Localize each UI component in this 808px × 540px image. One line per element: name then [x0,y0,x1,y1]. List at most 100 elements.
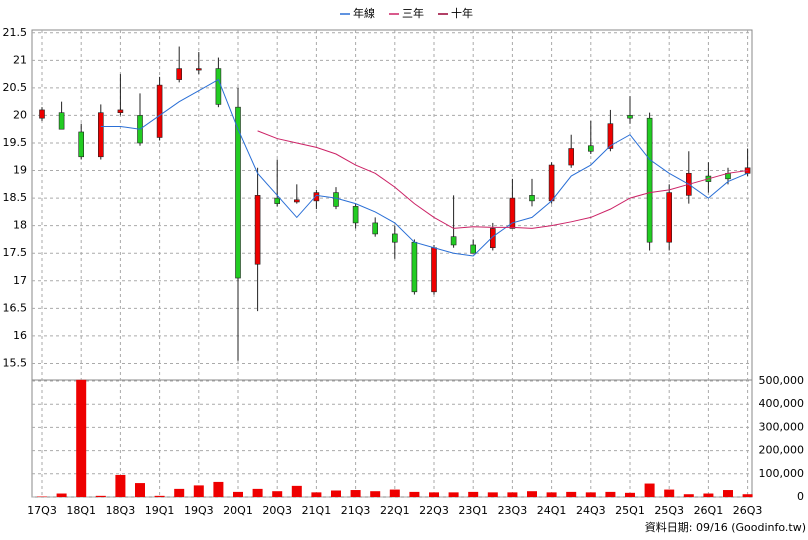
volume-bar [527,491,537,497]
y-tick-label: 17 [13,274,27,287]
x-tick-label: 21Q3 [341,504,371,517]
volume-bar [389,489,400,497]
volume-bar [644,483,655,497]
x-tick-label: 23Q1 [458,504,488,517]
candle-body [587,145,594,152]
volume-bar [448,492,459,497]
volume-bar [56,493,67,497]
ma-line [257,130,748,229]
y-tick-label: 15.5 [3,356,28,369]
y2-tick-label: 200,000 [759,444,805,457]
x-tick-label: 22Q1 [380,504,410,517]
volume-bar [429,492,439,497]
y2-tick-label: 300,000 [759,420,805,433]
y2-tick-label: 400,000 [759,397,805,410]
volume-bar [252,488,263,497]
legend-label: 三年 [402,6,424,20]
y-tick-label: 19 [13,164,27,177]
x-tick-label: 21Q1 [302,504,332,517]
volume-bar [331,490,341,497]
ma-line [100,78,748,257]
x-tick-label: 19Q1 [145,504,175,517]
y-tick-label: 18 [13,219,27,232]
candle-body [215,68,222,105]
candle-body [646,117,653,243]
volume-bar [135,483,145,497]
x-tick-label: 20Q3 [262,504,292,517]
x-tick-label: 17Q3 [27,504,57,517]
volume-bar [625,492,635,497]
candle-body [274,197,281,204]
candle-body [333,192,339,207]
volume-bar [507,492,518,497]
volume-bar [95,495,106,497]
volume-bar [370,491,381,497]
candle-body [666,192,673,243]
y2-tick-label: 100,000 [759,467,805,480]
candle-body [235,106,241,279]
candle-body [607,123,614,149]
y-tick-label: 21 [13,53,27,66]
y-tick-label: 20.5 [3,81,28,94]
candle-body [196,68,202,71]
volume-bar [76,379,87,497]
candle-body [529,195,535,202]
legend-label: 十年 [451,6,473,20]
x-tick-label: 24Q3 [576,504,606,517]
volume-bar [272,491,283,497]
candle-body [98,112,104,158]
candle-body [117,109,124,113]
candle-body [313,192,320,202]
volume-bar [742,494,753,497]
volume-bar [546,492,557,497]
volume-bar [487,492,498,497]
x-tick-label: 25Q3 [654,504,684,517]
x-tick-label: 25Q1 [615,504,645,517]
x-tick-label: 24Q1 [537,504,567,517]
candle-body [627,115,633,119]
candle-body [352,206,359,224]
x-tick-label: 22Q3 [419,504,449,517]
volume-bar [468,491,479,497]
candle-body [548,164,555,202]
volume-bar [233,491,243,497]
volume-bar [703,493,714,497]
candle-body [431,247,437,293]
candle-body [372,222,379,235]
x-tick-label: 26Q3 [733,504,763,517]
volume-bar [566,491,577,497]
y-tick-label: 21.5 [3,26,28,39]
candle-body [254,195,261,265]
y2-tick-label: 500,000 [759,374,805,387]
x-tick-label: 18Q1 [66,504,96,517]
candle-body [509,197,516,229]
candle-body [450,236,457,246]
candle-body [411,241,418,293]
candle-body [293,199,300,203]
volume-bar [115,474,126,497]
y-tick-label: 16 [13,329,27,342]
candle-body [156,84,163,138]
volume-bar [350,490,361,497]
x-tick-label: 26Q1 [694,504,724,517]
candle-body [78,131,84,158]
candle-body [489,228,496,249]
volume-bar [311,492,322,497]
y-tick-label: 20 [13,108,27,121]
volume-bar [664,489,675,497]
candle-body [568,148,575,166]
candle-body [58,112,65,130]
candle-body [391,233,398,243]
y2-tick-label: 0 [797,490,804,503]
volume-bar [213,481,224,497]
x-tick-label: 18Q3 [106,504,136,517]
candle-body [176,68,182,80]
volume-bar [291,485,302,497]
x-tick-label: 20Q1 [223,504,253,517]
footnote: 資料日期: 09/16 (Goodinfo.tw) [645,520,806,534]
x-tick-label: 23Q3 [498,504,528,517]
volume-bar [683,494,694,497]
volume-bar [605,491,616,497]
